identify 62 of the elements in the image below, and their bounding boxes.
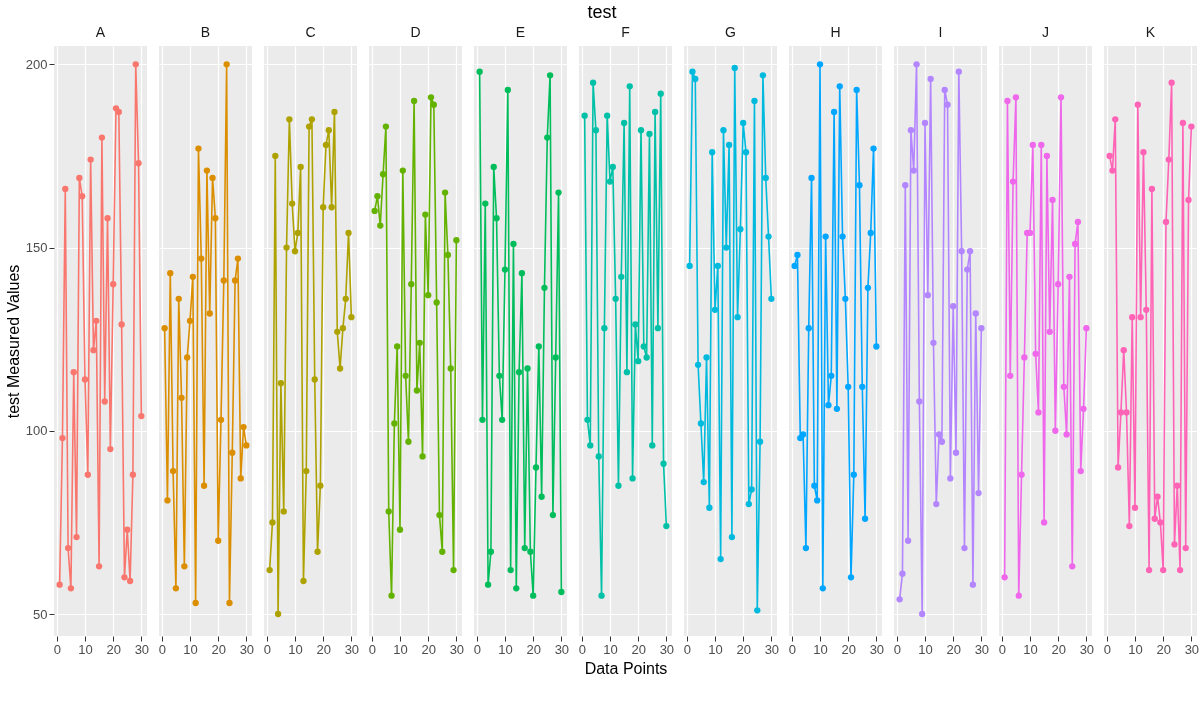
chart-title: G	[725, 24, 736, 40]
x-tick-label: 20	[421, 641, 436, 657]
x-tick-label: 0	[53, 641, 61, 657]
x-tick-label: 0	[998, 641, 1006, 657]
y-tick-label: 150	[25, 240, 48, 256]
x-tick-label: 30	[239, 641, 255, 657]
x-tick-label: 20	[526, 641, 541, 657]
x-tick-label: 20	[841, 641, 856, 657]
x-tick-label: 30	[974, 641, 990, 657]
x-tick-label: 20	[631, 641, 646, 657]
x-tick-label: 0	[263, 641, 271, 657]
x-tick-label: 30	[554, 641, 570, 657]
y-axis-title: test Measured Values	[4, 264, 22, 419]
x-tick-label: 30	[659, 641, 675, 657]
x-tick-label: 20	[316, 641, 331, 657]
chart-title: I	[938, 24, 943, 40]
x-tick-label: 10	[603, 641, 618, 657]
x-tick-label: 30	[134, 641, 150, 657]
chart-title: F	[621, 24, 630, 40]
x-tick-label: 10	[393, 641, 408, 657]
x-tick-label: 0	[893, 641, 901, 657]
y-tick-label: 100	[25, 423, 48, 439]
x-tick-label: 20	[1051, 641, 1066, 657]
chart-title: H	[830, 24, 841, 40]
x-tick-label: 30	[764, 641, 780, 657]
chart-title: J	[1042, 24, 1049, 40]
x-tick-label: 10	[918, 641, 933, 657]
x-tick-label: 30	[1079, 641, 1095, 657]
x-tick-label: 30	[1184, 641, 1200, 657]
y-tick-label: 200	[25, 56, 48, 72]
chart-title: B	[200, 24, 211, 40]
x-tick-label: 20	[1156, 641, 1171, 657]
y-tick-label: 50	[33, 606, 48, 622]
chart-title: A	[95, 24, 106, 40]
x-tick-label: 10	[1023, 641, 1038, 657]
x-tick-label: 10	[78, 641, 93, 657]
chart-title: K	[1145, 24, 1156, 40]
x-tick-label: 30	[449, 641, 465, 657]
chart-title: E	[515, 24, 526, 40]
x-tick-label: 10	[288, 641, 303, 657]
x-axis-title: Data Points	[584, 659, 668, 677]
x-tick-label: 0	[368, 641, 376, 657]
x-tick-label: 10	[708, 641, 723, 657]
x-tick-label: 10	[183, 641, 198, 657]
x-tick-label: 0	[578, 641, 586, 657]
x-tick-label: 0	[473, 641, 481, 657]
x-tick-label: 20	[211, 641, 226, 657]
x-tick-label: 0	[788, 641, 796, 657]
x-tick-label: 0	[1103, 641, 1111, 657]
text: test	[587, 2, 617, 22]
x-tick-label: 30	[344, 641, 360, 657]
x-tick-label: 30	[869, 641, 885, 657]
x-tick-label: 20	[736, 641, 751, 657]
chart-title: C	[305, 24, 316, 40]
x-tick-label: 10	[498, 641, 513, 657]
x-tick-label: 0	[683, 641, 691, 657]
chart-title: D	[410, 24, 421, 40]
x-tick-label: 20	[946, 641, 961, 657]
x-tick-label: 10	[1128, 641, 1143, 657]
x-tick-label: 0	[158, 641, 166, 657]
x-tick-label: 10	[813, 641, 828, 657]
x-tick-label: 20	[106, 641, 121, 657]
